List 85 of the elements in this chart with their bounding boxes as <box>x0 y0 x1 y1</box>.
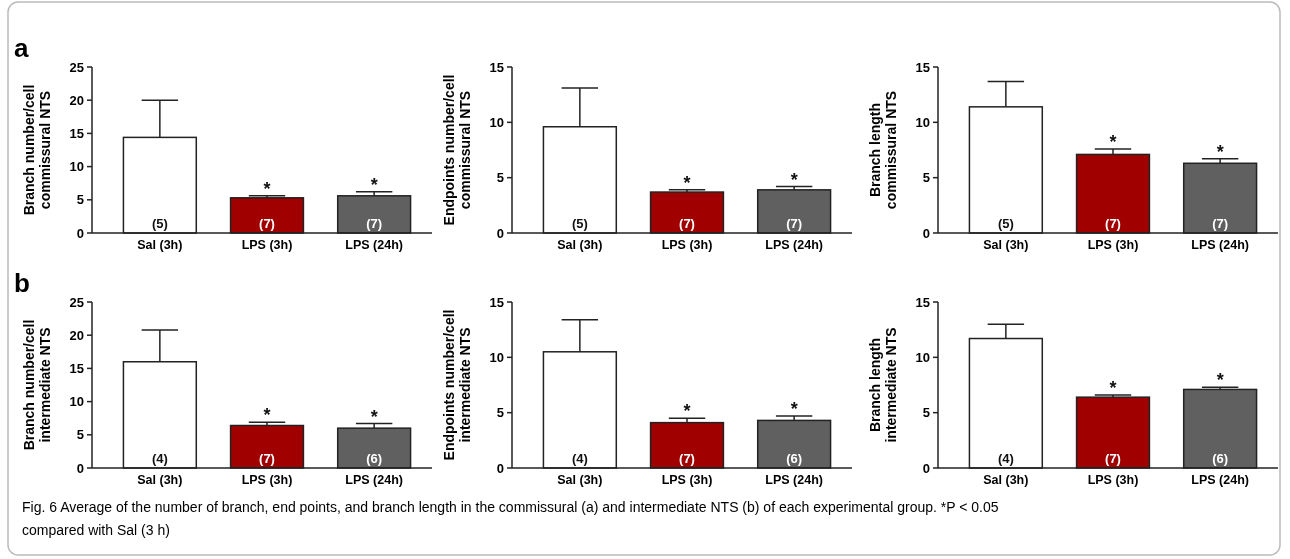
annotation: (7) <box>679 451 695 466</box>
annotation: * <box>790 398 798 419</box>
y-tick-label: 15 <box>915 294 930 310</box>
y-tick-label: 15 <box>489 59 504 75</box>
x-tick-label: LPS (3h) <box>1087 473 1139 487</box>
annotation: (7) <box>259 216 275 231</box>
y-tick-label: 5 <box>496 170 504 186</box>
annotation: (5) <box>151 216 168 231</box>
annotation: (6) <box>786 451 803 466</box>
annotation: (6) <box>1212 451 1229 466</box>
annotation: (7) <box>259 451 275 466</box>
y-tick-label: 0 <box>76 225 84 241</box>
caption: Fig. 6 Average of the number of branch, end points, and branch length in the commissural (a) and intermediate NTS (b) of each experimental group. *P < 0.05 compared with Sal (3 h) <box>22 499 999 538</box>
x-tick-label: LPS (3h) <box>241 473 293 487</box>
annotation: (4) <box>571 451 588 466</box>
x-tick-label: LPS (24h) <box>1191 238 1249 252</box>
annotation: * <box>1216 370 1224 391</box>
annotation: * <box>1109 377 1117 398</box>
y-tick-label: 5 <box>496 405 504 421</box>
y-tick-label: 10 <box>69 394 84 410</box>
x-tick-label: LPS (24h) <box>345 238 403 252</box>
y-axis-title: Branch length commissural NTS <box>867 90 899 210</box>
y-tick-label: 10 <box>915 114 930 130</box>
y-tick-label: 0 <box>922 225 930 241</box>
y-tick-label: 5 <box>76 427 84 443</box>
y-tick-label: 10 <box>489 349 504 365</box>
y-tick-label: 5 <box>922 405 930 421</box>
annotation: (7) <box>786 216 803 231</box>
y-tick-label: 0 <box>496 225 504 241</box>
x-tick-label: LPS (3h) <box>241 238 293 252</box>
annotation: (7) <box>1105 451 1121 466</box>
y-tick-label: 25 <box>69 59 84 75</box>
y-tick-label: 15 <box>489 294 504 310</box>
x-tick-label: LPS (24h) <box>765 473 823 487</box>
y-axis-title: Branch number/cell intermediate NTS <box>21 319 53 451</box>
y-tick-label: 0 <box>922 460 930 476</box>
annotation: * <box>263 178 271 199</box>
x-tick-label: Sal (3h) <box>137 238 183 252</box>
annotation: (4) <box>151 451 168 466</box>
text: a <box>14 33 29 63</box>
x-tick-label: LPS (3h) <box>661 473 713 487</box>
annotation: (7) <box>679 216 695 231</box>
y-tick-label: 0 <box>496 460 504 476</box>
annotation: (7) <box>1212 216 1229 231</box>
annotation: * <box>683 401 691 422</box>
annotation: (6) <box>366 451 383 466</box>
x-tick-label: LPS (24h) <box>1191 473 1249 487</box>
y-tick-label: 15 <box>69 360 84 376</box>
text: b <box>14 268 30 298</box>
annotation: * <box>370 406 378 427</box>
annotation: (7) <box>366 216 383 231</box>
x-tick-label: Sal (3h) <box>557 238 603 252</box>
annotation: (5) <box>997 216 1014 231</box>
x-tick-label: LPS (3h) <box>1087 238 1139 252</box>
annotation: * <box>790 169 798 190</box>
y-tick-label: 5 <box>922 170 930 186</box>
y-tick-label: 20 <box>69 327 84 343</box>
y-tick-label: 15 <box>69 125 84 141</box>
x-tick-label: LPS (3h) <box>661 238 713 252</box>
y-axis-title: Endpoints number/cell intermediate NTS <box>441 309 473 461</box>
y-tick-label: 5 <box>76 192 84 208</box>
annotation: * <box>1109 131 1117 152</box>
annotation: * <box>370 174 378 195</box>
annotation: (4) <box>997 451 1014 466</box>
y-axis-title: Branch number/cell commissural NTS <box>21 84 53 216</box>
x-tick-label: Sal (3h) <box>557 473 603 487</box>
annotation: * <box>263 405 271 426</box>
annotation: (5) <box>571 216 588 231</box>
x-tick-label: LPS (24h) <box>765 238 823 252</box>
annotation: (7) <box>1105 216 1121 231</box>
y-tick-label: 10 <box>69 159 84 175</box>
x-tick-label: Sal (3h) <box>983 238 1029 252</box>
annotation: * <box>1216 141 1224 162</box>
x-tick-label: Sal (3h) <box>983 473 1029 487</box>
x-tick-label: Sal (3h) <box>137 473 183 487</box>
y-tick-label: 20 <box>69 92 84 108</box>
y-tick-label: 10 <box>489 114 504 130</box>
annotation: * <box>683 172 691 193</box>
x-tick-label: LPS (24h) <box>345 473 403 487</box>
y-tick-label: 10 <box>915 349 930 365</box>
y-axis-title: Branch length intermediate NTS <box>867 327 899 443</box>
y-axis-title: Endpoints number/cell commissural NTS <box>441 74 473 226</box>
y-tick-label: 0 <box>76 460 84 476</box>
y-tick-label: 25 <box>69 294 84 310</box>
y-tick-label: 15 <box>915 59 930 75</box>
